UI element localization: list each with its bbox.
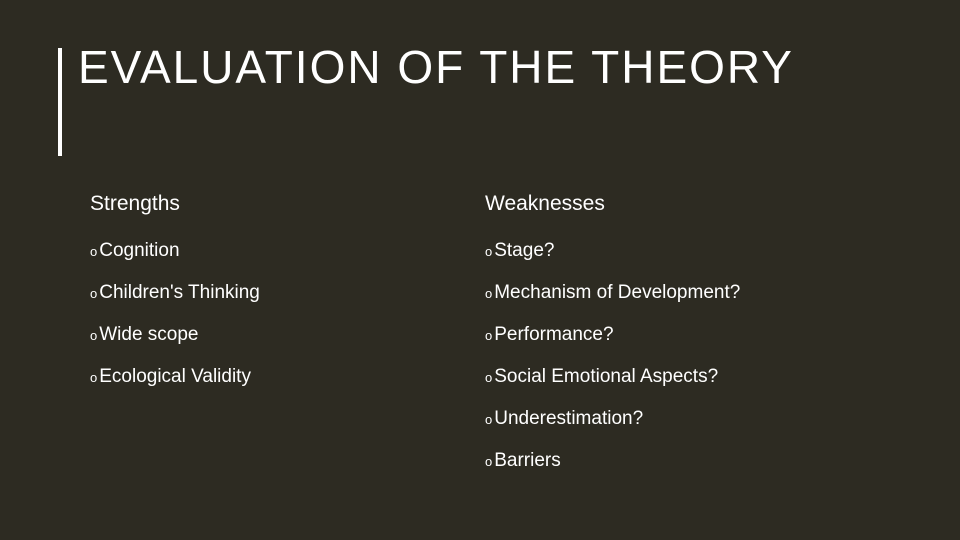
item-text: Children's Thinking [99, 282, 260, 304]
weaknesses-column: Weaknesses o Stage? o Mechanism of Devel… [485, 192, 880, 492]
list-item: o Wide scope [90, 324, 485, 346]
bullet-icon: o [90, 284, 97, 303]
list-item: o Ecological Validity [90, 366, 485, 388]
item-text: Social Emotional Aspects? [494, 366, 718, 388]
item-text: Ecological Validity [99, 366, 251, 388]
bullet-icon: o [485, 242, 492, 261]
strengths-header: Strengths [90, 192, 485, 216]
bullet-icon: o [485, 326, 492, 345]
list-item: o Cognition [90, 240, 485, 262]
bullet-icon: o [485, 410, 492, 429]
bullet-icon: o [90, 242, 97, 261]
item-text: Stage? [494, 240, 554, 262]
item-text: Underestimation? [494, 408, 643, 430]
list-item: o Underestimation? [485, 408, 880, 430]
item-text: Mechanism of Development? [494, 282, 740, 304]
bullet-icon: o [485, 452, 492, 471]
bullet-icon: o [485, 368, 492, 387]
list-item: o Stage? [485, 240, 880, 262]
list-item: o Social Emotional Aspects? [485, 366, 880, 388]
bullet-icon: o [485, 284, 492, 303]
item-text: Barriers [494, 450, 561, 472]
list-item: o Children's Thinking [90, 282, 485, 304]
bullet-icon: o [90, 368, 97, 387]
content-columns: Strengths o Cognition o Children's Think… [90, 192, 880, 492]
item-text: Performance? [494, 324, 613, 346]
list-item: o Mechanism of Development? [485, 282, 880, 304]
list-item: o Performance? [485, 324, 880, 346]
item-text: Cognition [99, 240, 179, 262]
list-item: o Barriers [485, 450, 880, 472]
strengths-column: Strengths o Cognition o Children's Think… [90, 192, 485, 492]
item-text: Wide scope [99, 324, 198, 346]
title-accent-bar [58, 48, 62, 156]
bullet-icon: o [90, 326, 97, 345]
slide-title: EVALUATION OF THE THEORY [78, 40, 794, 95]
weaknesses-header: Weaknesses [485, 192, 880, 216]
